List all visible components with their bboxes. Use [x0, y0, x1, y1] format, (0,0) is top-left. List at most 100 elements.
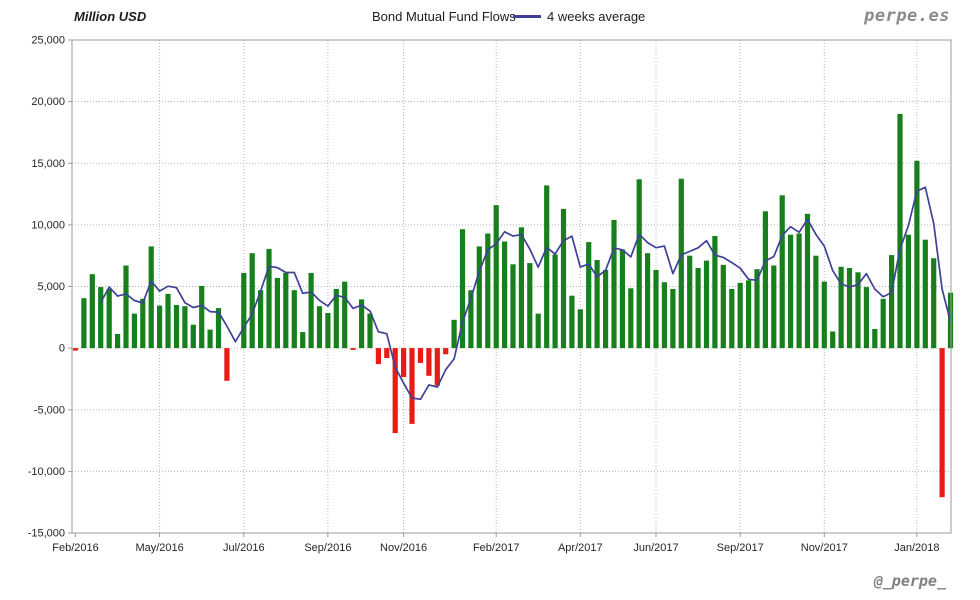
- x-axis-label: Feb/2016: [52, 542, 98, 554]
- flow-bar: [603, 269, 609, 349]
- flow-bar: [552, 254, 558, 349]
- x-axis-label: Sep/2017: [717, 542, 764, 554]
- flow-bar: [476, 246, 482, 349]
- flow-bar: [746, 280, 752, 349]
- flow-bar: [905, 234, 911, 349]
- flow-bar: [821, 281, 827, 349]
- flow-bar: [636, 179, 642, 349]
- flow-bar: [846, 268, 853, 349]
- flow-bar: [89, 274, 95, 349]
- y-axis-label: -5,000: [34, 404, 65, 416]
- flow-bar: [502, 241, 508, 349]
- plot-border: [71, 39, 952, 534]
- x-axis-label: Feb/2017: [473, 542, 519, 554]
- y-axis-title: Million USD: [74, 9, 147, 24]
- flow-bar: [931, 258, 937, 349]
- flow-bar: [855, 272, 861, 349]
- flow-bar: [291, 290, 297, 349]
- flow-bar: [720, 264, 726, 349]
- flow-bar: [165, 293, 171, 349]
- flow-bar: [762, 211, 768, 349]
- flow-bar: [737, 282, 743, 349]
- flow-bar: [939, 348, 945, 498]
- flow-bar: [409, 348, 415, 424]
- flow-bar: [434, 348, 440, 386]
- flow-bar: [148, 246, 154, 349]
- flow-bar: [131, 313, 137, 349]
- x-axis-label: Sep/2016: [304, 542, 351, 554]
- flow-bar: [830, 331, 836, 349]
- flow-bar: [493, 205, 499, 349]
- flow-bar: [123, 265, 129, 349]
- flow-bar: [207, 329, 213, 349]
- flow-bar: [611, 219, 617, 349]
- flow-bar: [443, 348, 449, 355]
- flow-bar: [72, 348, 79, 351]
- flow-bar: [266, 248, 272, 349]
- flow-bar: [241, 272, 247, 349]
- flow-bar: [417, 348, 424, 363]
- flow-bar: [645, 253, 651, 349]
- flow-bar: [316, 306, 323, 349]
- flow-bar: [115, 334, 121, 349]
- flow-bar: [468, 290, 474, 349]
- flow-bar: [81, 298, 87, 349]
- flow-bar: [880, 298, 886, 349]
- flow-bar: [140, 298, 146, 349]
- flow-bar: [922, 239, 928, 349]
- flow-bar: [451, 319, 457, 349]
- flow-bar: [283, 272, 289, 349]
- x-axis-label: Nov/2017: [801, 542, 848, 554]
- flow-bar: [518, 227, 524, 349]
- flow-bar: [863, 287, 869, 349]
- flow-bar: [687, 255, 693, 349]
- flow-bar: [712, 236, 718, 349]
- flow-bar: [703, 260, 710, 349]
- flow-bar: [628, 288, 634, 349]
- flow-bar: [359, 299, 365, 349]
- x-axis-label: Nov/2016: [380, 542, 427, 554]
- flow-bar: [771, 265, 777, 349]
- flow-bar: [510, 264, 516, 349]
- flow-bar: [342, 281, 348, 349]
- flow-bar: [754, 269, 760, 349]
- flow-bar: [535, 313, 541, 349]
- flow-bar: [544, 185, 550, 349]
- flow-bar: [426, 348, 432, 376]
- x-axis-label: May/2016: [135, 542, 183, 554]
- flow-bar: [98, 287, 104, 349]
- y-axis-label: 25,000: [31, 35, 65, 47]
- flow-bar: [788, 234, 794, 349]
- flow-bar: [897, 113, 903, 349]
- flow-bar: [249, 253, 255, 349]
- y-axis-label: -15,000: [28, 528, 65, 540]
- flow-bar: [367, 313, 373, 349]
- flow-bar: [215, 308, 222, 349]
- flow-bar: [872, 329, 878, 349]
- flow-bar: [914, 160, 920, 349]
- x-axis-label: Jun/2017: [633, 542, 678, 554]
- flow-bar: [653, 269, 659, 349]
- flow-bar: [308, 272, 314, 349]
- flow-bar: [106, 289, 112, 349]
- y-axis-label: 0: [59, 343, 65, 355]
- flow-bar: [224, 348, 230, 381]
- y-axis-label: 20,000: [31, 96, 65, 108]
- average-line-icon: [513, 15, 541, 18]
- flow-bar: [670, 289, 676, 349]
- flow-bar: [485, 233, 491, 349]
- flow-bar: [401, 348, 407, 378]
- flow-bar: [779, 195, 785, 349]
- flow-bar: [375, 348, 381, 365]
- flow-bar: [619, 249, 625, 349]
- flow-bar: [889, 255, 895, 349]
- flow-bar: [333, 289, 339, 349]
- flow-bar: [586, 242, 592, 349]
- flow-bar: [796, 233, 802, 349]
- twitter-handle: @_perpe_: [873, 572, 946, 590]
- flow-bar: [325, 313, 331, 349]
- flow-bar: [661, 282, 667, 349]
- flow-bar: [577, 309, 583, 349]
- flow-bar: [695, 268, 701, 349]
